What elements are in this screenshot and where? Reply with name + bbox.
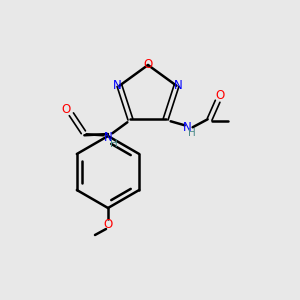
Text: O: O [143,58,153,71]
Text: O: O [215,89,224,102]
Text: N: N [113,79,122,92]
Text: N: N [174,79,183,92]
Text: H: H [110,139,118,149]
Text: O: O [103,218,112,230]
Text: N: N [104,131,113,144]
Text: O: O [62,103,71,116]
Text: N: N [183,121,192,134]
Text: H: H [188,128,196,138]
